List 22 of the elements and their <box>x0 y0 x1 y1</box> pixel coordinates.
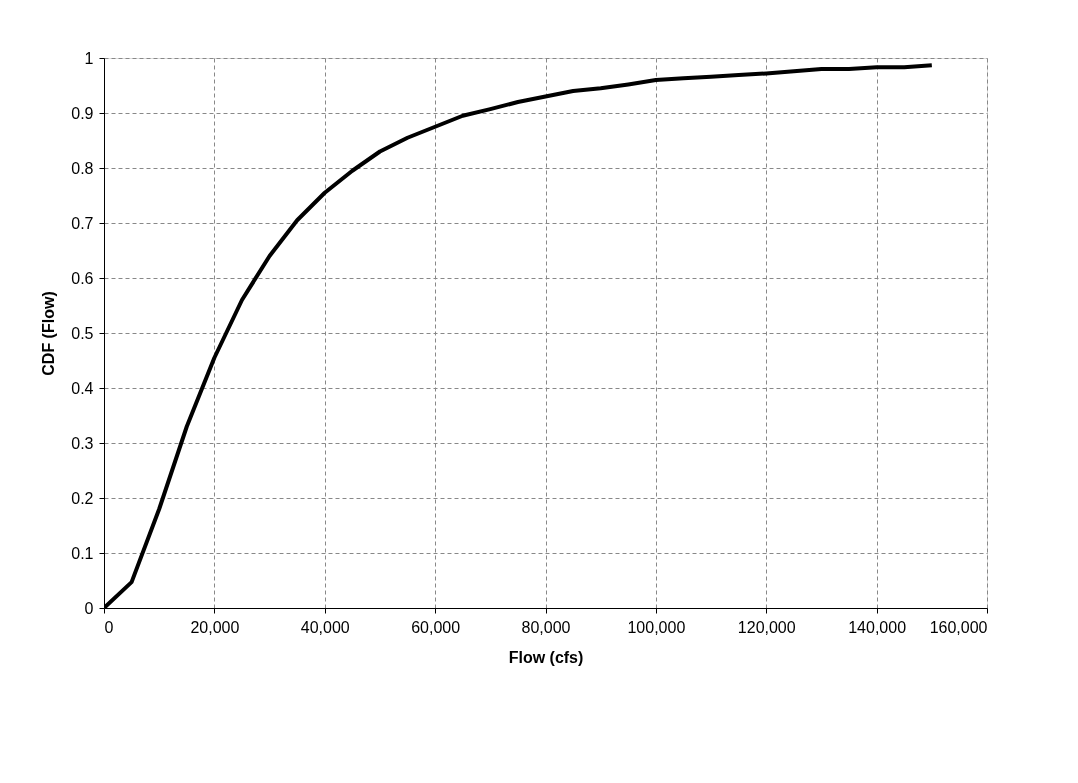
x-axis-title: Flow (cfs) <box>508 648 584 666</box>
x-tick-label: 0 <box>104 618 114 636</box>
y-tick-label: 0 <box>84 599 94 617</box>
y-tick-label: 1 <box>84 49 94 67</box>
x-tick-label: 100,000 <box>627 618 686 636</box>
y-tick-label: 0.9 <box>71 104 94 122</box>
x-tick-label: 120,000 <box>737 618 796 636</box>
x-tick-label: 60,000 <box>411 618 461 636</box>
x-tick-label: 160,000 <box>929 618 988 636</box>
y-tick-label: 0.4 <box>71 379 94 397</box>
x-tick-label: 80,000 <box>521 618 571 636</box>
y-axis-title: CDF (Flow) <box>40 291 58 376</box>
y-tick-label: 0.6 <box>71 269 94 287</box>
y-tick-label: 0.8 <box>71 159 94 177</box>
x-tick-label: 40,000 <box>300 618 350 636</box>
y-tick-label: 0.1 <box>71 544 94 562</box>
y-tick-label: 0.7 <box>71 214 94 232</box>
x-tick-label: 20,000 <box>190 618 240 636</box>
y-tick-label: 0.3 <box>71 434 94 452</box>
y-tick-label: 0.5 <box>71 324 94 342</box>
y-tick-label: 0.2 <box>71 489 94 507</box>
x-tick-label: 140,000 <box>848 618 907 636</box>
